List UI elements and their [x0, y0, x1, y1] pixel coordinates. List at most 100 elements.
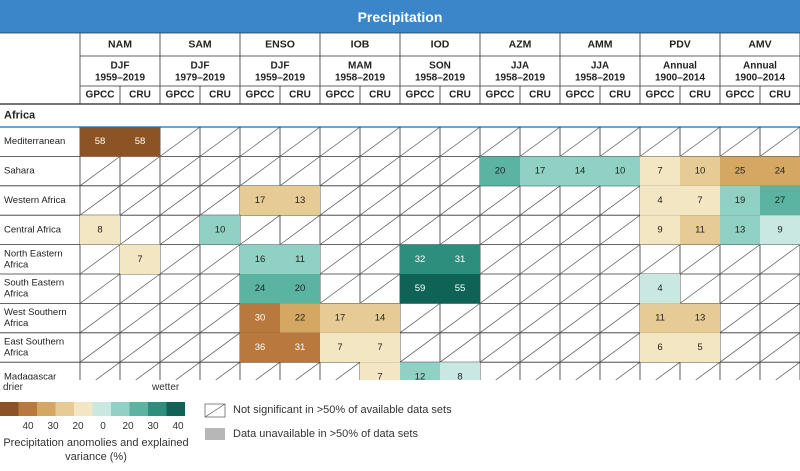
value-cell [680, 185, 720, 216]
value-cell [360, 362, 400, 380]
value-cell [360, 332, 400, 363]
value-cell [240, 332, 280, 363]
dataset-label: CRU [289, 90, 311, 101]
index-name: SAM [188, 38, 212, 50]
value-label: 16 [255, 254, 266, 265]
value-cell [200, 215, 240, 245]
value-cell [560, 156, 600, 186]
not-significant-hatch [399, 185, 441, 216]
dataset-label: GPCC [566, 90, 595, 101]
dataset-label: GPCC [166, 90, 195, 101]
not-significant-hatch [759, 244, 800, 275]
legend-drier-label: drier [3, 382, 24, 393]
index-name: PDV [669, 38, 691, 50]
value-cell [240, 244, 280, 274]
not-significant-hatch [335, 361, 361, 380]
value-label: 7 [337, 342, 342, 353]
value-label: 7 [137, 254, 142, 265]
not-significant-hatch [599, 126, 641, 157]
value-cell [440, 244, 480, 274]
value-cell [120, 244, 160, 274]
value-label: 17 [535, 166, 546, 177]
index-period: 1900–2014 [655, 73, 705, 84]
not-significant-hatch [735, 361, 761, 380]
dataset-label: CRU [529, 90, 551, 101]
value-cell [680, 332, 720, 363]
not-significant-hatch [399, 156, 441, 187]
value-label: 30 [255, 313, 266, 324]
key-unavailable-label: Data unavailable in >50% of data sets [233, 428, 418, 440]
not-significant-hatch [239, 156, 281, 187]
not-significant-hatch [319, 244, 361, 275]
value-label: 7 [377, 371, 382, 380]
not-significant-hatch [679, 244, 721, 275]
dataset-label: GPCC [726, 90, 755, 101]
not-significant-hatch [119, 214, 161, 245]
value-label: 10 [215, 224, 226, 235]
region-label: East Southern [4, 337, 64, 348]
not-significant-hatch [399, 126, 441, 157]
not-significant-hatch [159, 332, 201, 363]
not-significant-hatch [695, 361, 721, 380]
not-significant-hatch [519, 303, 561, 334]
not-significant-hatch [655, 361, 681, 380]
index-name: IOB [351, 38, 370, 50]
legend [0, 402, 226, 418]
value-label: 20 [295, 283, 306, 294]
legend-swatch [18, 402, 37, 416]
region-label: West Southern [4, 307, 67, 318]
index-period: 1958–2019 [415, 73, 465, 84]
region-label: Sahara [4, 166, 35, 177]
legend-tick: 30 [147, 421, 159, 432]
index-name: AMM [587, 38, 612, 50]
value-cell [640, 156, 680, 186]
index-season: JJA [591, 61, 609, 72]
value-cell [400, 362, 440, 380]
value-cell [760, 185, 800, 216]
not-significant-hatch [119, 156, 161, 187]
value-label: 24 [775, 166, 786, 177]
not-significant-hatch [359, 185, 401, 216]
value-cell [480, 156, 520, 186]
not-significant-hatch [615, 361, 641, 380]
index-name: AMV [748, 38, 771, 50]
legend-swatch [166, 402, 185, 416]
legend-tick: 40 [172, 421, 184, 432]
legend-tick: 20 [122, 421, 134, 432]
not-significant-hatch [199, 126, 241, 157]
not-significant-hatch [759, 273, 800, 304]
value-cell [320, 332, 360, 363]
unavailable-swatch [205, 428, 225, 440]
not-significant-swatch [204, 403, 226, 418]
dataset-label: CRU [449, 90, 471, 101]
dataset-label: CRU [369, 90, 391, 101]
not-significant-hatch [599, 214, 641, 245]
not-significant-hatch [775, 361, 800, 380]
not-significant-hatch [319, 273, 361, 304]
not-significant-hatch [79, 273, 121, 304]
not-significant-hatch [575, 361, 601, 380]
region-label: Madagascar [4, 371, 56, 380]
index-period: 1958–2019 [575, 73, 625, 84]
legend-tick: 40 [22, 421, 34, 432]
dataset-label: GPCC [326, 90, 355, 101]
legend-tick: 0 [100, 421, 106, 432]
value-cell [680, 156, 720, 186]
value-cell [640, 332, 680, 363]
value-cell [400, 274, 440, 304]
not-significant-hatch [559, 185, 601, 216]
value-label: 9 [777, 224, 782, 235]
not-significant-hatch [559, 273, 601, 304]
not-significant-hatch [439, 214, 481, 245]
value-label: 32 [415, 254, 426, 265]
value-label: 31 [295, 342, 306, 353]
value-cell [520, 156, 560, 186]
not-significant-hatch [135, 361, 161, 380]
value-label: 17 [255, 195, 266, 206]
value-label: 7 [657, 166, 662, 177]
value-label: 22 [295, 313, 306, 324]
legend-tick: 20 [72, 421, 84, 432]
legend-swatch [92, 402, 111, 416]
not-significant-hatch [519, 185, 561, 216]
not-significant-hatch [175, 361, 201, 380]
